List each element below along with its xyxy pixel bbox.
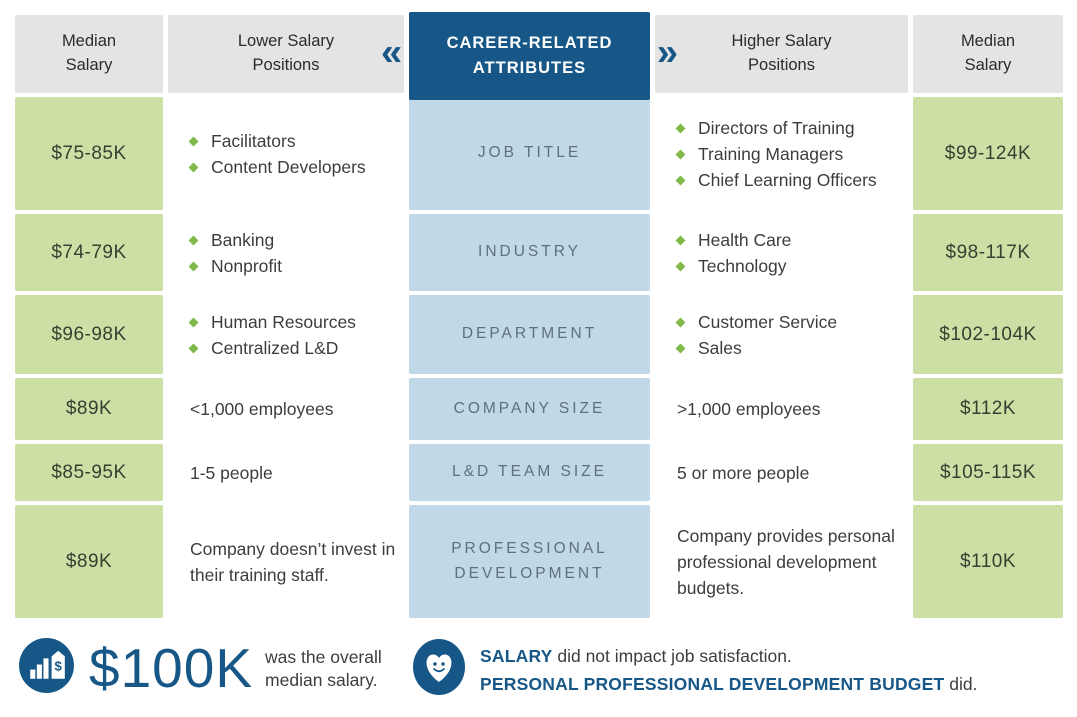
diamond-bullet-icon [675, 317, 686, 327]
left-salary-cell: $75-85K [15, 97, 163, 210]
lower-positions-header: Lower Salary Positions [168, 15, 404, 93]
left-salary-cell: $74-79K [15, 214, 163, 291]
left-positions-cell: Facilitators Content Developers [168, 97, 404, 210]
footer: $ $100K was the overall median salary. S… [0, 626, 1077, 717]
list-item-label: Banking [211, 229, 275, 250]
attribute-cell: COMPANY SIZE [409, 378, 650, 440]
left-salary-cell: $96-98K [15, 295, 163, 374]
list-item: Banking [188, 227, 275, 253]
higher-positions-header: Higher Salary Positions [655, 15, 908, 93]
cell-text: <1,000 employees [190, 399, 334, 419]
list-item-label: Sales [698, 337, 742, 358]
cell-text: Company doesn’t invest in their training… [190, 538, 396, 585]
right-positions-cell: Directors of Training Training Managers … [655, 97, 908, 210]
right-salary-cell: $112K [913, 378, 1063, 440]
salary-fact-rest: did not impact job satisfaction. [552, 645, 792, 666]
bar-chart-money-icon: $ [18, 637, 75, 699]
diamond-bullet-icon [675, 235, 686, 245]
diamond-bullet-icon [675, 123, 686, 133]
budget-fact-rest: did. [944, 673, 978, 694]
cell-text: 5 or more people [677, 462, 810, 483]
list-item: Human Resources [188, 309, 356, 335]
median-salary-header-right: Median Salary [913, 15, 1063, 93]
budget-term: PERSONAL PROFESSIONAL DEVELOPMENT BUDGET [480, 673, 945, 694]
left-positions-cell: 1-5 people [168, 444, 404, 501]
diamond-bullet-icon [188, 235, 199, 245]
attribute-cell: DEPARTMENT [409, 295, 650, 374]
list-item: Facilitators [188, 128, 296, 154]
right-salary-cell: $98-117K [913, 214, 1063, 291]
right-positions-cell: >1,000 employees [655, 378, 908, 440]
cell-text: 1-5 people [190, 462, 273, 483]
diamond-bullet-icon [188, 343, 199, 353]
list-item: Sales [675, 335, 742, 361]
list-item-label: Customer Service [698, 311, 838, 332]
right-salary-cell: $102-104K [913, 295, 1063, 374]
median-salary-header-left: Median Salary [15, 15, 163, 93]
attribute-cell: INDUSTRY [409, 214, 650, 291]
diamond-bullet-icon [675, 149, 686, 159]
list-item-label: Content Developers [211, 156, 366, 177]
right-positions-cell: Health Care Technology [655, 214, 908, 291]
left-positions-cell: Banking Nonprofit [168, 214, 404, 291]
salary-term: SALARY [480, 645, 553, 666]
list-item: Chief Learning Officers [675, 167, 877, 193]
cell-text: Company provides personal professional d… [677, 525, 895, 598]
list-item: Health Care [675, 227, 792, 253]
attribute-cell: JOB TITLE [409, 97, 650, 210]
list-item: Centralized L&D [188, 335, 339, 361]
chevron-left-icon: « [381, 31, 403, 74]
salary-fact-line: SALARY did not impact job satisfaction. [480, 642, 977, 670]
satisfaction-group: SALARY did not impact job satisfaction. … [412, 638, 977, 701]
list-item-label: Nonprofit [211, 255, 283, 276]
right-salary-cell: $99-124K [913, 97, 1063, 210]
list-item-label: Technology [698, 255, 787, 276]
left-salary-cell: $85-95K [15, 444, 163, 501]
diamond-bullet-icon [188, 136, 199, 146]
list-item-label: Facilitators [211, 130, 296, 151]
diamond-bullet-icon [188, 162, 199, 172]
right-salary-cell: $105-115K [913, 444, 1063, 501]
list-item-label: Training Managers [698, 143, 844, 164]
diamond-bullet-icon [675, 261, 686, 271]
attributes-header-wrap: « CAREER-RELATED ATTRIBUTES » [381, 12, 678, 100]
list-item: Customer Service [675, 309, 838, 335]
overall-median-value: $100K [89, 637, 254, 699]
left-salary-cell: $89K [15, 378, 163, 440]
list-item: Content Developers [188, 154, 366, 180]
list-item: Nonprofit [188, 253, 283, 279]
list-item-label: Centralized L&D [211, 337, 339, 358]
list-item: Directors of Training [675, 115, 855, 141]
left-positions-cell: <1,000 employees [168, 378, 404, 440]
budget-fact-line: PERSONAL PROFESSIONAL DEVELOPMENT BUDGET… [480, 670, 977, 698]
right-salary-cell: $110K [913, 505, 1063, 618]
left-salary-cell: $89K [15, 505, 163, 618]
attribute-cell: L&D TEAM SIZE [409, 444, 650, 501]
overall-median-caption: was the overall median salary. [265, 646, 382, 690]
svg-text:$: $ [55, 659, 63, 674]
list-item-label: Health Care [698, 229, 792, 250]
left-positions-cell: Human Resources Centralized L&D [168, 295, 404, 374]
list-item-label: Directors of Training [698, 117, 855, 138]
list-item-label: Human Resources [211, 311, 356, 332]
left-positions-cell: Company doesn’t invest in their training… [168, 505, 404, 618]
chevron-right-icon: » [656, 31, 678, 74]
diamond-bullet-icon [188, 317, 199, 327]
diamond-bullet-icon [675, 175, 686, 185]
diamond-bullet-icon [188, 261, 199, 271]
attribute-cell: PROFESSIONAL DEVELOPMENT [409, 505, 650, 618]
right-positions-cell: 5 or more people [655, 444, 908, 501]
right-positions-cell: Company provides personal professional d… [655, 505, 908, 618]
right-positions-cell: Customer Service Sales [655, 295, 908, 374]
list-item: Training Managers [675, 141, 844, 167]
cell-text: >1,000 employees [677, 399, 821, 419]
diamond-bullet-icon [675, 343, 686, 353]
salary-comparison-table: Median Salary Lower Salary Positions « C… [15, 12, 1063, 618]
list-item-label: Chief Learning Officers [698, 169, 877, 190]
list-item: Technology [675, 253, 787, 279]
satisfaction-text: SALARY did not impact job satisfaction. … [480, 642, 977, 698]
attributes-header: CAREER-RELATED ATTRIBUTES [409, 12, 650, 100]
heart-smiley-icon [412, 638, 466, 701]
overall-median-group: $ $100K was the overall median salary. [18, 636, 382, 700]
